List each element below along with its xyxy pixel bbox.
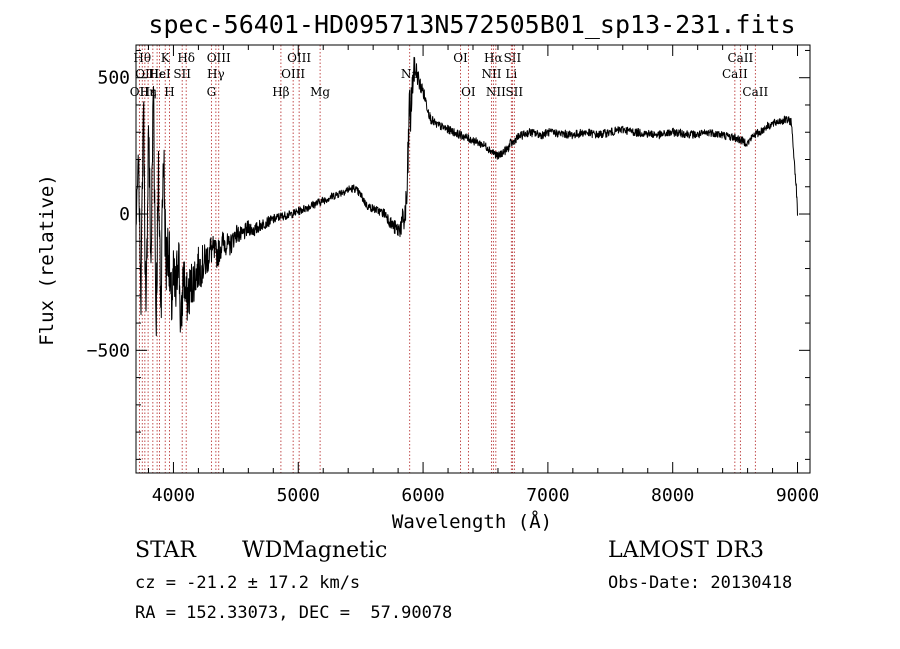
emission-line-markers: OIIHθOIIHεηHεHeIKHSIIHδGHγOIIIHβOIIIOIII… xyxy=(130,45,768,473)
line-marker-label: G xyxy=(207,85,217,99)
x-tick-label: 9000 xyxy=(776,485,819,506)
x-tick-label: 6000 xyxy=(401,485,444,506)
line-marker-label: OIII xyxy=(287,51,311,65)
line-marker-label: SII xyxy=(505,85,523,99)
x-axis-label: Wavelength (Å) xyxy=(392,510,552,533)
x-axis: 4000 5000 6000 7000 8000 9000 xyxy=(147,45,819,506)
x-tick-label: 7000 xyxy=(526,485,569,506)
line-marker-label: SII xyxy=(173,67,191,81)
line-marker-label: K xyxy=(161,51,171,65)
line-marker-label: Hβ xyxy=(272,85,289,99)
line-marker-label: Hε xyxy=(140,85,157,99)
line-marker-label: OI xyxy=(453,51,468,65)
y-tick-label: −500 xyxy=(87,340,130,361)
line-marker-label: HeI xyxy=(148,67,171,81)
y-tick-label: 0 xyxy=(119,204,130,225)
line-marker-label: Li xyxy=(505,67,517,81)
plot-title: spec-56401-HD095713N572505B01_sp13-231.f… xyxy=(148,10,795,39)
line-marker-label: Hα xyxy=(484,51,503,65)
line-marker-label: CaII xyxy=(742,85,768,99)
y-axis: −500 0 500 xyxy=(87,49,810,460)
x-tick-label: 8000 xyxy=(651,485,694,506)
line-marker-label: Mg xyxy=(310,85,330,99)
line-marker-label: OIII xyxy=(207,51,231,65)
line-marker-label: NII xyxy=(486,85,506,99)
plot-frame xyxy=(135,44,811,474)
line-marker-label: CaII xyxy=(722,67,748,81)
y-axis-label: Flux (relative) xyxy=(36,174,58,346)
spectrum-line xyxy=(135,56,798,337)
x-tick-label: 5000 xyxy=(277,485,320,506)
spectrum-plot-area xyxy=(135,56,798,337)
line-marker-label: Hδ xyxy=(177,51,195,65)
line-marker-label: OII xyxy=(130,85,150,99)
line-marker-label: Hθ xyxy=(133,51,151,65)
observation-date: Obs-Date: 20130418 xyxy=(608,573,793,593)
line-marker-label: OIII xyxy=(281,67,305,81)
survey-name: LAMOST DR3 xyxy=(608,538,764,563)
line-marker-label: NII xyxy=(481,67,501,81)
object-class: STAR xyxy=(135,538,196,563)
line-marker-label: OI xyxy=(461,85,476,99)
line-marker-label: H xyxy=(164,85,174,99)
line-marker-label: CaII xyxy=(727,51,753,65)
line-marker-label: Hε xyxy=(149,67,166,81)
redshift-readout: cz = -21.2 ± 17.2 km/s xyxy=(135,573,361,593)
line-marker-label: Hγ xyxy=(207,67,225,81)
line-marker-label: SII xyxy=(504,51,522,65)
object-subclass: WDMagnetic xyxy=(242,538,388,563)
sky-coordinates: RA = 152.33073, DEC = 57.90078 xyxy=(135,603,453,623)
y-tick-label: 500 xyxy=(97,68,130,89)
x-tick-label: 4000 xyxy=(152,485,195,506)
